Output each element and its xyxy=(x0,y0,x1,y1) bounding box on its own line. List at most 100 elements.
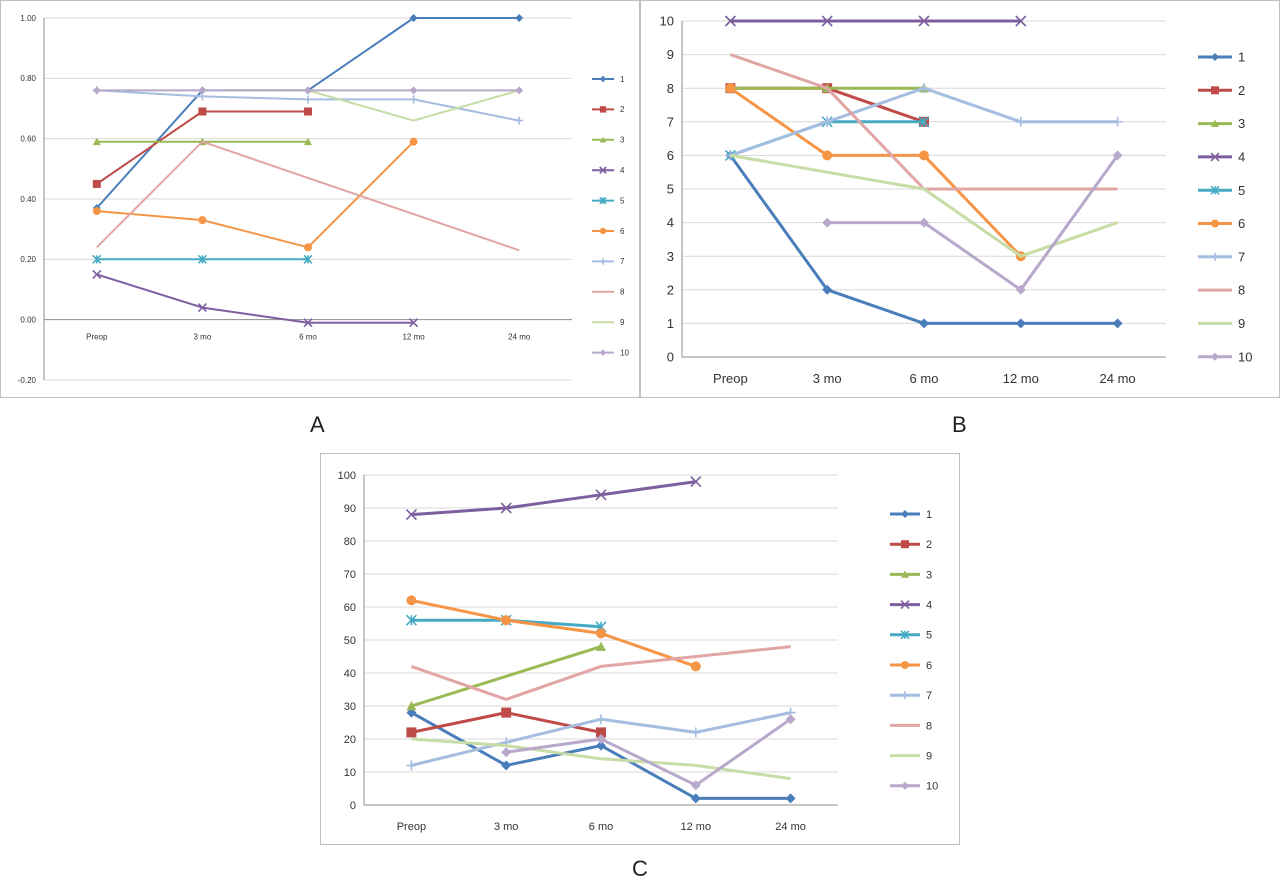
chart-b-ytick-label: 6 xyxy=(667,148,674,163)
chart-a-legend-marker-4 xyxy=(599,166,607,174)
chart-c-series-4-point xyxy=(500,502,512,514)
chart-a-series-4-line xyxy=(96,273,414,324)
chart-a-legend-label-3: 3 xyxy=(620,136,625,145)
chart-c-series-4-point xyxy=(405,509,417,521)
chart-a-legend-marker-3 xyxy=(599,136,607,143)
chart-c-series-1-point xyxy=(690,793,701,804)
chart-c-series-5-point xyxy=(405,614,417,626)
chart-c-series-3-point xyxy=(596,641,606,651)
chart-b-series-7-point xyxy=(822,116,833,127)
chart-b-series-7-point xyxy=(1015,116,1026,127)
chart-c-xtick-label: 12 mo xyxy=(681,821,712,833)
chart-c-xtick-label: 6 mo xyxy=(589,821,613,833)
chart-c-legend-label-9: 9 xyxy=(926,750,932,762)
chart-b-xtick-label: 12 mo xyxy=(1003,371,1039,386)
chart-a-legend-label-7: 7 xyxy=(620,257,625,266)
chart-a-series-8-line xyxy=(96,140,520,252)
chart-c-series-10-line xyxy=(505,717,792,787)
chart-b-xtick-label: 24 mo xyxy=(1100,371,1136,386)
chart-c-xtick-label: 24 mo xyxy=(775,821,806,833)
chart-c-xtick-label: Preop xyxy=(397,821,426,833)
chart-b-legend-marker-7 xyxy=(1211,252,1219,261)
chart-a-ytick-label: 0.00 xyxy=(20,315,36,324)
chart-c-xtick-label: 3 mo xyxy=(494,821,518,833)
chart-a-xtick-label: Preop xyxy=(86,333,108,342)
chart-c-series-2-point xyxy=(501,707,512,718)
chart-a-series-3-point xyxy=(304,137,312,146)
chart-a-series-5-point xyxy=(92,254,102,264)
chart-a-series-7-point xyxy=(409,95,418,104)
chart-b-series-10-point xyxy=(1015,284,1026,295)
chart-c-series-10-point xyxy=(785,714,796,725)
chart-b-legend-label-6: 6 xyxy=(1238,216,1245,231)
chart-c-legend-label-4: 4 xyxy=(926,599,932,611)
chart-c-series-10-point xyxy=(596,734,606,744)
chart-a-series-5-point xyxy=(197,254,207,264)
chart-a-legend-label-9: 9 xyxy=(620,318,625,327)
chart-b-xtick-label: 3 mo xyxy=(813,371,842,386)
chart-c-legend-label-7: 7 xyxy=(926,690,932,702)
chart-b-legend-marker-1 xyxy=(1211,53,1219,61)
chart-a-series-7-point xyxy=(304,95,312,104)
chart-a-series-7-point xyxy=(515,116,524,125)
chart-a-series-6-point xyxy=(92,207,101,216)
chart-c-series-1-point xyxy=(596,740,606,751)
chart-c-series-10-point xyxy=(501,747,512,758)
chart-c-ytick-label: 100 xyxy=(338,470,356,482)
chart-a-ytick-label: 0.20 xyxy=(20,255,36,264)
chart-a-ytick-label: 0.60 xyxy=(20,134,36,143)
panel-label-a: A xyxy=(310,412,325,437)
chart-b-ytick-label: 4 xyxy=(667,215,674,230)
chart-c-legend-label-5: 5 xyxy=(926,630,932,642)
chart-a-series-10-point xyxy=(409,86,418,95)
chart-b-series-4-point xyxy=(821,15,833,27)
chart-a-legend-label-4: 4 xyxy=(620,166,625,175)
chart-b-legend-marker-6 xyxy=(1211,219,1219,228)
chart-a-series-4-point xyxy=(303,318,313,328)
chart-c-series-2-point xyxy=(596,727,606,738)
chart-a-series-10-point xyxy=(92,86,101,95)
chart-b-series-10-line xyxy=(827,154,1119,292)
chart-b-ytick-label: 0 xyxy=(667,350,674,365)
chart-a-series-10-point xyxy=(198,86,207,95)
chart-b-series-6-line xyxy=(729,86,1022,258)
panel-label-c: C xyxy=(632,856,648,881)
chart-c-legend-marker-1 xyxy=(901,510,909,518)
chart-c-legend-marker-2 xyxy=(901,540,909,549)
chart-a-xtick-label: 24 mo xyxy=(508,333,531,342)
chart-c-ytick-label: 40 xyxy=(344,668,356,680)
chart-a-xtick-label: 6 mo xyxy=(299,333,317,342)
chart-b-xtick-label: Preop xyxy=(713,371,748,386)
chart-c-series-7-point xyxy=(406,760,417,771)
chart-c-series-1-point xyxy=(785,793,796,804)
chart-c-series-6-point xyxy=(690,661,701,672)
chart-a-series-6-point xyxy=(198,216,207,225)
chart-b-legend-label-2: 2 xyxy=(1238,83,1245,98)
chart-a-series-6-line xyxy=(96,140,415,249)
chart-c-series-4-line xyxy=(411,480,697,517)
chart-c-ytick-label: 20 xyxy=(344,734,356,746)
chart-a-legend-marker-5 xyxy=(599,196,607,205)
chart-c-legend-label-2: 2 xyxy=(926,539,932,551)
chart-b-series-10-point xyxy=(919,217,929,228)
chart-a-series-2-point xyxy=(198,107,207,116)
chart-b-legend-marker-5 xyxy=(1210,185,1220,195)
chart-a-legend-marker-6 xyxy=(599,227,607,235)
chart-b-legend-marker-3 xyxy=(1211,119,1219,127)
chart-c-series-4-point xyxy=(690,476,702,488)
chart-b-series-6-point xyxy=(822,150,833,161)
chart-c-legend-marker-4 xyxy=(900,600,910,610)
chart-b-xtick-label: 6 mo xyxy=(910,371,939,386)
chart-a-series-3-point xyxy=(92,137,101,146)
chart-c-ytick-label: 70 xyxy=(344,569,356,581)
chart-c-series-9-line xyxy=(411,737,791,781)
chart-c-series-10-point xyxy=(690,780,701,791)
chart-a-series-2-point xyxy=(304,107,312,116)
chart-panel-a: -0.20 0.00 0.20 0.40 0.60 0.80 1.00 Preop 3 mo 6 … xyxy=(0,0,640,398)
chart-a-legend-marker-2 xyxy=(599,106,607,113)
chart-b-legend-label-10: 10 xyxy=(1238,349,1252,364)
chart-c-series-1-point xyxy=(501,760,512,771)
chart-b-legend-marker-4 xyxy=(1210,152,1220,162)
chart-c-legend-marker-6 xyxy=(901,661,909,669)
chart-a-series-10-point xyxy=(304,86,312,95)
